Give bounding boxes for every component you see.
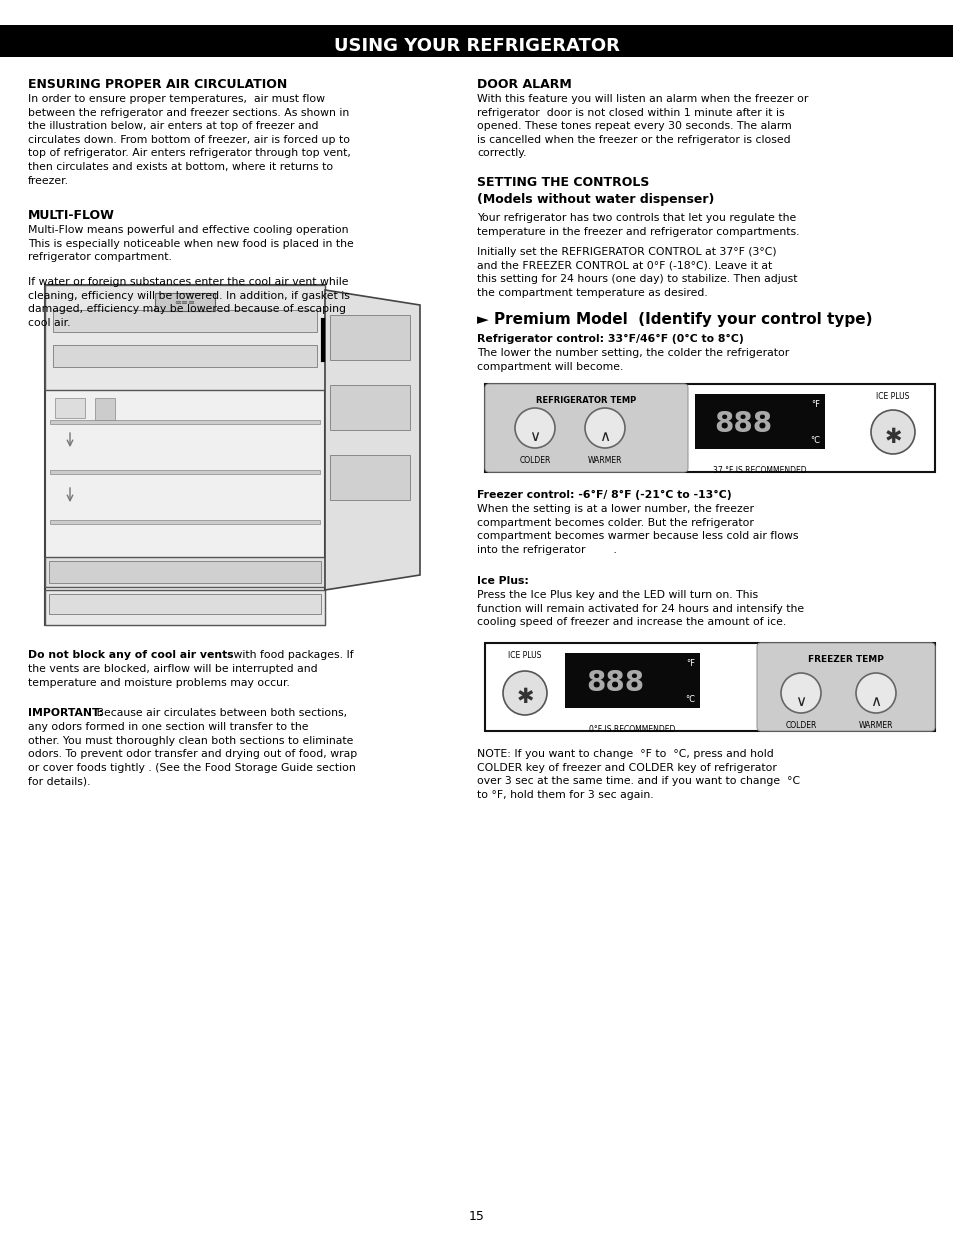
Text: ICE PLUS: ICE PLUS bbox=[876, 391, 909, 401]
Circle shape bbox=[515, 408, 555, 448]
Bar bbox=[45, 285, 325, 625]
Text: °F: °F bbox=[685, 659, 695, 668]
Bar bbox=[564, 653, 700, 708]
Text: ICE PLUS: ICE PLUS bbox=[508, 651, 541, 659]
Bar bbox=[95, 398, 115, 420]
Bar bbox=[45, 557, 325, 587]
Text: In order to ensure proper temperatures,  air must flow
between the refrigerator : In order to ensure proper temperatures, … bbox=[28, 94, 351, 185]
Bar bbox=[50, 420, 319, 424]
Text: WARMER: WARMER bbox=[858, 721, 892, 730]
Text: Ice Plus:: Ice Plus: bbox=[476, 576, 528, 585]
Text: If water or foreign substances enter the cool air vent while
cleaning, efficienc: If water or foreign substances enter the… bbox=[28, 277, 350, 327]
Text: Multi-Flow means powerful and effective cooling operation
This is especially not: Multi-Flow means powerful and effective … bbox=[28, 225, 354, 262]
Text: ∧: ∧ bbox=[598, 429, 610, 443]
Bar bbox=[484, 643, 934, 731]
Text: The lower the number setting, the colder the refrigerator
compartment will becom: The lower the number setting, the colder… bbox=[476, 348, 788, 372]
Bar bbox=[55, 398, 85, 417]
Text: 37 °F IS RECOMMENDED: 37 °F IS RECOMMENDED bbox=[713, 466, 806, 475]
Text: °C: °C bbox=[809, 436, 820, 445]
Text: 888: 888 bbox=[713, 410, 771, 438]
Text: FREEZER TEMP: FREEZER TEMP bbox=[807, 655, 883, 664]
Text: ∨: ∨ bbox=[795, 694, 805, 709]
Text: ENSURING PROPER AIR CIRCULATION: ENSURING PROPER AIR CIRCULATION bbox=[28, 78, 287, 91]
Text: ≡≡≡: ≡≡≡ bbox=[174, 298, 195, 306]
Text: COLDER: COLDER bbox=[784, 721, 816, 730]
Bar bbox=[50, 471, 319, 474]
Bar bbox=[50, 520, 319, 524]
Text: Freezer control: -6°F/ 8°F (-21°C to -13°C): Freezer control: -6°F/ 8°F (-21°C to -13… bbox=[476, 490, 731, 500]
Bar bbox=[45, 285, 325, 390]
Bar bbox=[0, 25, 953, 57]
Text: 888: 888 bbox=[585, 669, 643, 697]
Polygon shape bbox=[325, 290, 419, 590]
Text: (Models without water dispenser): (Models without water dispenser) bbox=[476, 193, 714, 206]
Text: any odors formed in one section will transfer to the
other. You must thoroughly : any odors formed in one section will tra… bbox=[28, 722, 356, 787]
Bar bbox=[53, 345, 316, 367]
Bar bbox=[49, 561, 320, 583]
Bar bbox=[330, 454, 410, 500]
Bar bbox=[330, 385, 410, 430]
Text: °F: °F bbox=[810, 400, 820, 409]
Text: Because air circulates between both sections,: Because air circulates between both sect… bbox=[92, 708, 347, 718]
Text: ✱: ✱ bbox=[883, 427, 901, 447]
Text: with food packages. If: with food packages. If bbox=[230, 650, 354, 659]
Text: ✱: ✱ bbox=[516, 687, 533, 706]
Circle shape bbox=[584, 408, 624, 448]
Text: COLDER: COLDER bbox=[518, 456, 550, 466]
Text: Initially set the REFRIGERATOR CONTROL at 37°F (3°C)
and the FREEZER CONTROL at : Initially set the REFRIGERATOR CONTROL a… bbox=[476, 247, 797, 298]
Circle shape bbox=[870, 410, 914, 454]
Text: Refrigerator control: 33°F/46°F (0°C to 8°C): Refrigerator control: 33°F/46°F (0°C to … bbox=[476, 333, 743, 345]
Text: SETTING THE CONTROLS: SETTING THE CONTROLS bbox=[476, 177, 649, 189]
Bar bbox=[695, 394, 824, 450]
Bar bbox=[45, 590, 325, 625]
Text: ∨: ∨ bbox=[529, 429, 540, 443]
Text: Press the Ice Plus key and the LED will turn on. This
function will remain activ: Press the Ice Plus key and the LED will … bbox=[476, 590, 803, 627]
Text: the vents are blocked, airflow will be interrupted and
temperature and moisture : the vents are blocked, airflow will be i… bbox=[28, 664, 317, 688]
Circle shape bbox=[502, 671, 546, 715]
Text: IMPORTANT:: IMPORTANT: bbox=[28, 708, 103, 718]
Text: °C: °C bbox=[684, 695, 695, 704]
Bar bbox=[49, 594, 320, 614]
Text: NOTE: If you want to change  °F to  °C, press and hold
COLDER key of freezer and: NOTE: If you want to change °F to °C, pr… bbox=[476, 748, 800, 800]
Text: DOOR ALARM: DOOR ALARM bbox=[476, 78, 571, 91]
Text: ► Premium Model  (Identify your control type): ► Premium Model (Identify your control t… bbox=[476, 312, 872, 327]
Text: With this feature you will listen an alarm when the freezer or
refrigerator  doo: With this feature you will listen an ala… bbox=[476, 94, 807, 158]
Text: 0°F IS RECOMMENDED: 0°F IS RECOMMENDED bbox=[588, 725, 675, 734]
Text: Do not block any of cool air vents: Do not block any of cool air vents bbox=[28, 650, 233, 659]
FancyBboxPatch shape bbox=[484, 384, 687, 472]
Bar bbox=[484, 384, 934, 472]
Text: ∧: ∧ bbox=[869, 694, 881, 709]
FancyBboxPatch shape bbox=[757, 643, 934, 731]
Text: USING YOUR REFRIGERATOR: USING YOUR REFRIGERATOR bbox=[334, 37, 619, 56]
Circle shape bbox=[855, 673, 895, 713]
Text: WARMER: WARMER bbox=[587, 456, 621, 466]
Bar bbox=[330, 315, 410, 359]
Bar bbox=[53, 310, 316, 332]
Circle shape bbox=[781, 673, 821, 713]
Text: 15: 15 bbox=[469, 1210, 484, 1223]
Bar bbox=[154, 293, 214, 311]
Text: When the setting is at a lower number, the freezer
compartment becomes colder. B: When the setting is at a lower number, t… bbox=[476, 504, 798, 555]
Text: MULTI-FLOW: MULTI-FLOW bbox=[28, 209, 114, 222]
Text: Your refrigerator has two controls that let you regulate the
temperature in the : Your refrigerator has two controls that … bbox=[476, 212, 799, 237]
Text: REFRIGERATOR TEMP: REFRIGERATOR TEMP bbox=[536, 396, 636, 405]
